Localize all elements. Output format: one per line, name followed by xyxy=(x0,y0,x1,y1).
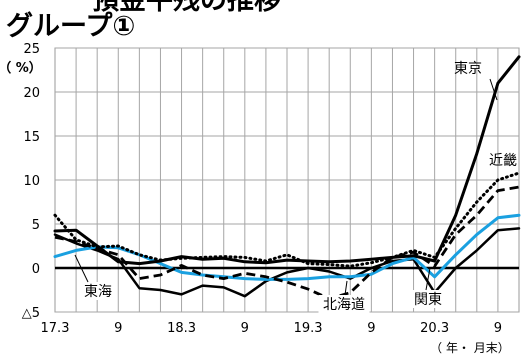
annotation-bg xyxy=(318,295,370,313)
series-line xyxy=(53,171,521,268)
series-line xyxy=(54,185,520,301)
x-axis-label: （ 年・ 月末） xyxy=(430,341,510,355)
chart-title-line1: 預金平残の推移 xyxy=(92,0,281,16)
annotation-label: 北海道 xyxy=(323,297,365,313)
x-tick-label: 9 xyxy=(114,321,122,336)
annotation-leader xyxy=(425,267,431,291)
annotation-bg xyxy=(80,282,116,300)
annotation-bg xyxy=(410,290,446,308)
annotation-label: 東海 xyxy=(84,284,112,300)
x-tick-label: 9 xyxy=(494,321,502,336)
series-line xyxy=(53,227,521,298)
y-tick-label: 10 xyxy=(23,174,40,189)
y-tick-label: 5 xyxy=(32,218,40,233)
x-tick-label: 20.3 xyxy=(420,321,449,336)
annotation-label: 東京 xyxy=(454,61,482,77)
annotation-leader xyxy=(74,254,89,283)
x-tick-label: 19.3 xyxy=(294,321,323,336)
y-tick-label: 20 xyxy=(23,86,40,101)
chart-title-line2: グループ① xyxy=(6,11,136,42)
y-tick-label: 0 xyxy=(32,262,40,277)
y-axis-label: （ %） xyxy=(0,60,42,76)
x-tick-label: 17.3 xyxy=(41,321,70,336)
series-line xyxy=(53,55,521,266)
annotation-leader xyxy=(489,78,498,101)
x-tick-label: 18.3 xyxy=(167,321,196,336)
y-tick-label: 25 xyxy=(23,42,40,57)
annotation-label: 近畿 xyxy=(489,153,517,169)
x-tick-label: 9 xyxy=(367,321,375,336)
annotation-leader xyxy=(344,280,348,296)
y-tick-label: 15 xyxy=(23,130,40,145)
x-tick-label: 9 xyxy=(241,321,249,336)
annotation-label: 関東 xyxy=(414,292,442,308)
y-tick-label: △5 xyxy=(22,306,40,321)
